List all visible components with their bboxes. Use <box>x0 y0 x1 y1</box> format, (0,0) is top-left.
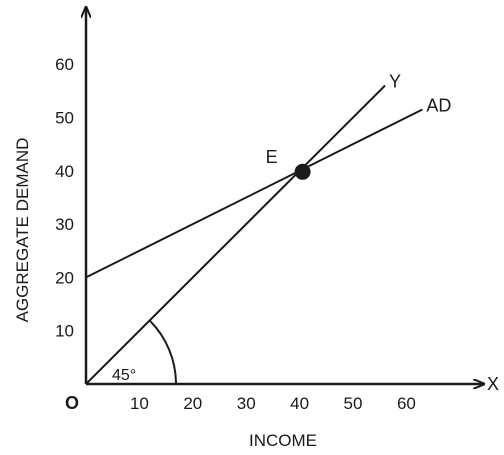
x-axis-title: INCOME <box>249 431 317 450</box>
x-tick-label: 10 <box>130 394 149 413</box>
series-line-y <box>85 84 386 385</box>
x-tick-labels: 10 20 30 40 50 60 <box>130 394 416 413</box>
y-axis-title: AGGREGATE DEMAND <box>13 138 32 323</box>
series-line-ad <box>85 108 423 279</box>
y-tick-labels: 10 20 30 40 50 60 <box>55 55 74 341</box>
y-tick-label: 60 <box>55 55 74 74</box>
axes <box>86 8 483 384</box>
y-tick-label: 40 <box>55 162 74 181</box>
intersection-point-e <box>294 163 311 180</box>
series-layer: Y AD <box>85 72 451 385</box>
series-label-ad: AD <box>426 96 451 116</box>
x-tick-label: 30 <box>237 394 256 413</box>
x-tick-label: 40 <box>290 394 309 413</box>
angle-label: 45° <box>112 367 136 384</box>
intersection-label-e: E <box>266 147 278 167</box>
y-tick-label: 20 <box>55 268 74 287</box>
x-axis-end-label: X <box>487 374 499 394</box>
y-tick-label: 10 <box>55 322 74 341</box>
x-tick-label: 20 <box>183 394 202 413</box>
angle-arc <box>148 319 177 385</box>
x-tick-label: 60 <box>397 394 416 413</box>
series-label-y: Y <box>389 72 401 92</box>
y-tick-label: 50 <box>55 109 74 128</box>
x-tick-label: 50 <box>344 394 363 413</box>
origin-label: O <box>65 393 79 413</box>
y-tick-label: 30 <box>55 215 74 234</box>
